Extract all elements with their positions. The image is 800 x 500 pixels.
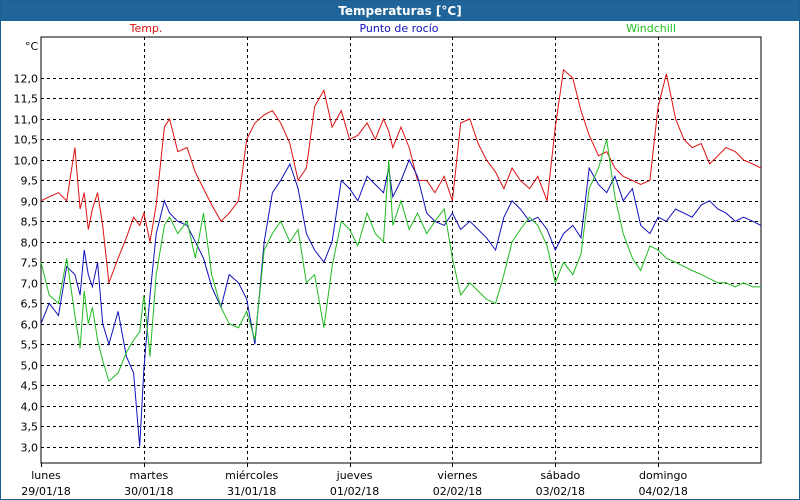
y-tick-label: 3,0 (21, 442, 39, 455)
y-tick-label: 11,5 (14, 93, 39, 106)
y-tick-label: 10,0 (14, 155, 39, 168)
y-tick-label: 5,0 (21, 360, 39, 373)
x-tick-weekday: martes (129, 469, 168, 482)
y-tick-label: 7,5 (21, 257, 39, 270)
window-title: Temperaturas [°C] (1, 1, 799, 21)
y-tick-label: 7,0 (21, 278, 39, 291)
series-lines (40, 68, 762, 447)
x-tick-weekday: jueves (336, 469, 373, 482)
y-tick-label: 10,5 (14, 134, 39, 147)
y-tick-label: 12,0 (14, 73, 39, 86)
y-tick-label: 9,5 (21, 175, 39, 188)
legend: Temp. Punto de rocío Windchill (129, 22, 676, 35)
legend-entry: Temp. (129, 22, 163, 35)
y-tick-label: 11,0 (14, 114, 39, 127)
y-tick-label: 5,5 (21, 339, 39, 352)
x-tick-date: 04/02/18 (638, 485, 687, 498)
y-tick-label: 4,5 (21, 380, 39, 393)
x-tick-date: 03/02/18 (536, 485, 585, 498)
y-tick-label: 9,0 (21, 196, 39, 209)
x-tick-date: 30/01/18 (124, 485, 173, 498)
y-tick-label: 8,5 (21, 216, 39, 229)
legend-entry: Windchill (626, 22, 676, 35)
x-tick-date: 29/01/18 (21, 485, 70, 498)
series-line-temp (40, 68, 762, 283)
axes: 3,0 3,5 4,0 4,5 5,0 5,5 6,0 6,5 7,0 7,5 8,0 8,5 9,0 9… (14, 36, 762, 498)
x-tick-weekday: sábado (540, 469, 580, 482)
y-tick-label: 4,0 (21, 401, 39, 414)
y-tick-label: 8,0 (21, 237, 39, 250)
series-line-punto-de-roc-o (40, 158, 762, 447)
legend-entry: Punto de rocío (359, 22, 438, 35)
x-tick-date: 01/02/18 (330, 485, 379, 498)
x-tick-weekday: domingo (639, 469, 687, 482)
y-tick-label: 6,0 (21, 319, 39, 332)
x-tick-date: 31/01/18 (227, 485, 276, 498)
x-tick-date: 02/02/18 (433, 485, 482, 498)
x-tick-weekday: viernes (437, 469, 477, 482)
plot-frame (40, 36, 762, 464)
y-tick-label: 3,5 (21, 421, 39, 434)
grid (41, 37, 761, 463)
series-line-windchill (40, 139, 761, 382)
y-tick-label: 6,5 (21, 298, 39, 311)
x-tick-weekday: lunes (31, 469, 61, 482)
x-tick-weekday: miércoles (225, 469, 278, 482)
temperature-chart: 3,0 3,5 4,0 4,5 5,0 5,5 6,0 6,5 7,0 7,5 8,0 8,5 9,0 9… (14, 22, 762, 498)
y-axis-label: °C (25, 40, 39, 53)
